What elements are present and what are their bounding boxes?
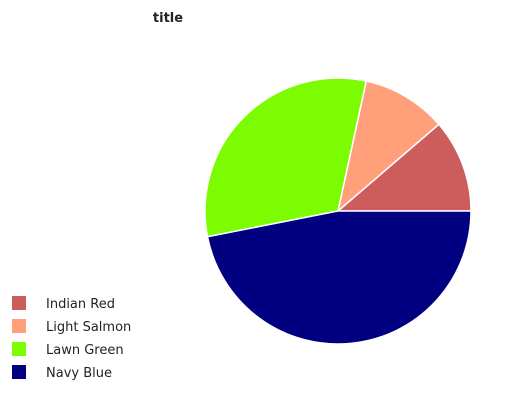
chart-title: title: [153, 11, 183, 26]
legend-swatch-lawn-green: [12, 342, 26, 356]
legend-swatch-navy-blue: [12, 365, 26, 379]
pie-slice-light-salmon: [336, 80, 440, 214]
pie-slices: [204, 77, 472, 345]
legend-label: Light Salmon: [46, 320, 131, 335]
legend-swatch-light-salmon: [12, 319, 26, 333]
legend-label: Indian Red: [46, 297, 115, 312]
legend: Indian Red Light Salmon Lawn Green Navy Blu…: [12, 296, 131, 381]
pie-slice-indian-red: [335, 123, 472, 212]
pie-slice-lawn-green: [204, 77, 368, 238]
legend-label: Lawn Green: [46, 343, 124, 358]
legend-swatch-indian-red: [12, 296, 26, 310]
pie-slice-navy-blue: [206, 210, 472, 345]
legend-label: Navy Blue: [46, 366, 112, 381]
